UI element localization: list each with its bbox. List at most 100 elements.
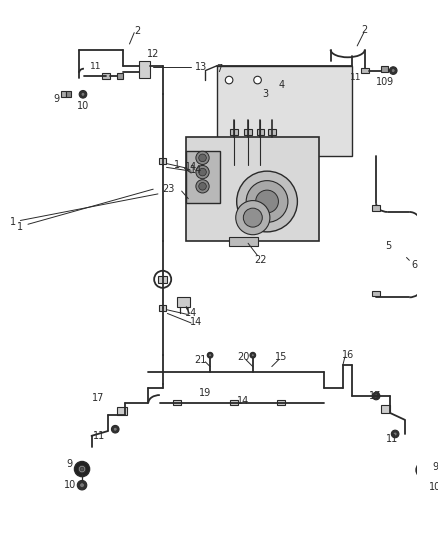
- Text: 14: 14: [185, 163, 197, 172]
- Bar: [244, 130, 252, 135]
- Bar: [187, 151, 219, 204]
- Circle shape: [372, 392, 380, 400]
- Circle shape: [256, 190, 279, 213]
- Text: 12: 12: [147, 49, 159, 59]
- Circle shape: [208, 354, 212, 357]
- Text: 11: 11: [89, 62, 101, 71]
- Circle shape: [420, 466, 427, 474]
- Circle shape: [80, 483, 85, 488]
- Circle shape: [196, 180, 209, 193]
- Circle shape: [199, 168, 206, 176]
- Text: 14: 14: [185, 309, 197, 318]
- Circle shape: [416, 463, 431, 478]
- Text: 15: 15: [275, 352, 287, 362]
- Circle shape: [74, 462, 90, 477]
- Bar: [230, 400, 238, 406]
- Bar: [102, 74, 110, 79]
- Text: 13: 13: [194, 62, 207, 72]
- Bar: [268, 130, 276, 135]
- Circle shape: [244, 208, 262, 227]
- Text: 1: 1: [173, 160, 180, 171]
- Text: 14: 14: [190, 165, 202, 175]
- Circle shape: [254, 76, 261, 84]
- Circle shape: [199, 182, 206, 190]
- Circle shape: [111, 425, 119, 433]
- Circle shape: [207, 352, 213, 358]
- Text: 9: 9: [432, 462, 438, 472]
- Text: 17: 17: [368, 391, 381, 401]
- Text: 22: 22: [254, 255, 267, 265]
- Text: 16: 16: [342, 350, 354, 360]
- Text: 7: 7: [216, 63, 223, 74]
- Circle shape: [237, 171, 297, 232]
- Bar: [257, 130, 264, 135]
- Circle shape: [389, 67, 397, 75]
- Text: 21: 21: [194, 355, 207, 365]
- Text: 11: 11: [350, 72, 361, 82]
- Circle shape: [79, 91, 87, 98]
- Text: 10: 10: [376, 77, 388, 87]
- Circle shape: [78, 465, 86, 473]
- Text: 20: 20: [237, 352, 250, 362]
- Text: 5: 5: [385, 241, 392, 251]
- Text: 19: 19: [199, 388, 212, 398]
- Bar: [158, 276, 167, 283]
- Text: 17: 17: [92, 393, 104, 403]
- Circle shape: [80, 467, 84, 471]
- Text: 4: 4: [278, 80, 284, 90]
- Circle shape: [196, 151, 209, 165]
- Text: 2: 2: [362, 25, 368, 35]
- Bar: [139, 61, 150, 78]
- Circle shape: [422, 468, 425, 472]
- Circle shape: [246, 181, 288, 222]
- Text: 11: 11: [93, 431, 105, 441]
- Bar: [229, 237, 258, 246]
- Circle shape: [374, 394, 378, 398]
- Circle shape: [113, 427, 117, 431]
- Text: 11: 11: [385, 434, 398, 443]
- Bar: [177, 297, 190, 307]
- Circle shape: [196, 165, 209, 179]
- Text: 14: 14: [237, 395, 250, 406]
- Text: 23: 23: [162, 184, 175, 194]
- Bar: [381, 406, 390, 413]
- Text: 10: 10: [64, 480, 76, 490]
- Bar: [187, 137, 319, 241]
- Bar: [117, 74, 123, 79]
- Text: 10: 10: [77, 101, 89, 111]
- Text: 3: 3: [262, 90, 268, 99]
- Circle shape: [154, 271, 171, 288]
- Text: 2: 2: [134, 26, 140, 36]
- Text: 9: 9: [53, 94, 60, 104]
- Bar: [117, 407, 127, 415]
- Circle shape: [419, 481, 428, 491]
- Bar: [361, 68, 368, 74]
- Bar: [230, 130, 238, 135]
- Circle shape: [77, 480, 87, 490]
- Bar: [66, 92, 71, 97]
- Text: 1: 1: [18, 222, 23, 232]
- Text: 10: 10: [429, 482, 438, 492]
- Circle shape: [236, 200, 270, 235]
- Circle shape: [81, 92, 85, 96]
- Circle shape: [250, 352, 256, 358]
- Text: 6: 6: [411, 260, 417, 270]
- Circle shape: [225, 76, 233, 84]
- Circle shape: [393, 432, 397, 436]
- Text: 9: 9: [386, 77, 392, 87]
- Bar: [372, 290, 380, 296]
- Bar: [217, 66, 353, 156]
- Circle shape: [391, 430, 399, 438]
- Text: 1: 1: [10, 217, 16, 228]
- Bar: [173, 400, 181, 406]
- Circle shape: [391, 69, 395, 72]
- Text: 9: 9: [67, 459, 73, 470]
- Bar: [61, 92, 66, 97]
- Circle shape: [251, 354, 254, 357]
- Text: 14: 14: [190, 317, 202, 327]
- Bar: [278, 400, 285, 406]
- Bar: [372, 205, 380, 211]
- Bar: [159, 158, 166, 164]
- Circle shape: [199, 154, 206, 161]
- Bar: [381, 66, 388, 71]
